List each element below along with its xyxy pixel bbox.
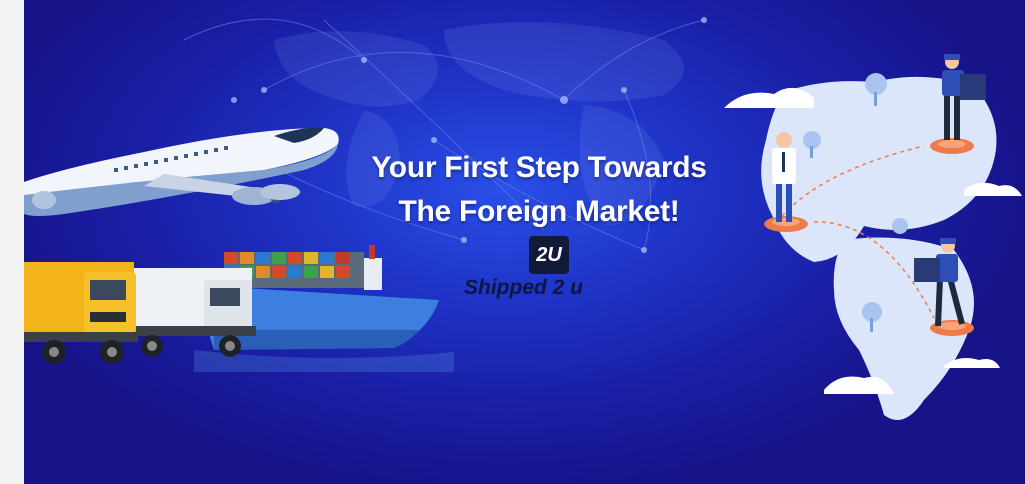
courier-bottom xyxy=(914,238,965,327)
brand-logo-text: 2U xyxy=(536,243,562,266)
brand-name: Shipped 2 u xyxy=(464,276,584,299)
globe-map xyxy=(724,73,1022,420)
banner-illustration xyxy=(24,17,1022,420)
courier-top xyxy=(942,54,986,140)
airplane xyxy=(24,127,339,216)
businessman xyxy=(772,132,796,222)
headline-line-1: Your First Step Towards xyxy=(371,151,707,184)
headline-line-2: The Foreign Market! xyxy=(398,195,680,228)
cargo-ship xyxy=(194,245,454,372)
yellow-truck xyxy=(24,262,138,364)
world-map-silhouette xyxy=(274,22,684,226)
promo-banner[interactable]: Your First Step Towards The Foreign Mark… xyxy=(24,0,1025,484)
network-nodes xyxy=(231,17,707,253)
white-truck xyxy=(120,268,256,357)
brand-logo[interactable]: 2U xyxy=(529,236,569,274)
headline: Your First Step Towards The Foreign Mark… xyxy=(329,146,749,234)
